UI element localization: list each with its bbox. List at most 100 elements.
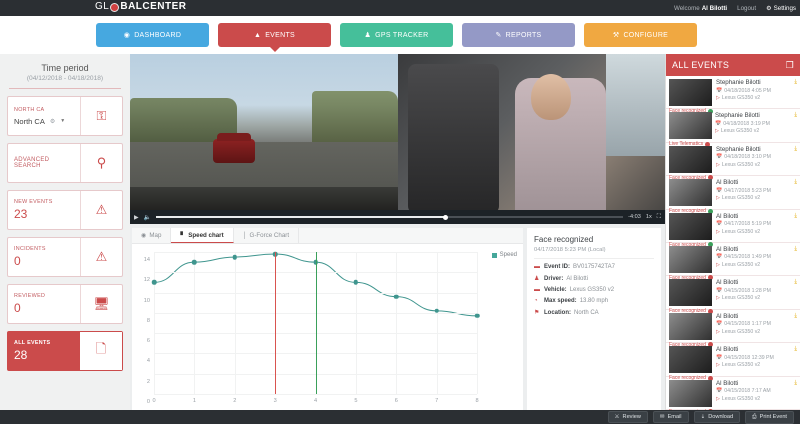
download-icon[interactable]: ⤓ bbox=[794, 346, 797, 353]
region-selector-card[interactable]: NORTH CA North CA ⚙ ▼ ⚿ bbox=[7, 96, 123, 136]
gear-icon[interactable]: ⚙ bbox=[49, 118, 56, 125]
main-nav: ◉ DASHBOARD ▲ EVENTS ♟ GPS TRACKER ✎ REP… bbox=[0, 16, 800, 54]
download-icon[interactable]: ⤓ bbox=[794, 179, 797, 186]
event-tag-label: Face recognized bbox=[669, 409, 706, 410]
advanced-search-card[interactable]: ADVANCED SEARCH ⚲ bbox=[7, 143, 123, 183]
chevron-down-icon[interactable]: ▼ bbox=[60, 118, 66, 124]
download-icon[interactable]: ⤓ bbox=[794, 79, 797, 85]
chart-data-point[interactable] bbox=[434, 308, 439, 314]
event-marker-red[interactable] bbox=[275, 252, 277, 394]
download-icon[interactable]: ⤓ bbox=[794, 312, 797, 319]
chart-data-point[interactable] bbox=[394, 294, 399, 299]
event-list-item[interactable]: Face recognized Al Bilotti📅04/15/2018 7:1… bbox=[666, 377, 800, 410]
review-button[interactable]: ⚔ Review bbox=[607, 411, 648, 423]
top-bar: GL BAL CENTER Welcome Al Bilotti Logout ⚙ … bbox=[0, 0, 800, 16]
download-button[interactable]: ⇣ Download bbox=[693, 411, 741, 423]
event-driver-name: Al Bilotti bbox=[715, 279, 739, 287]
event-thumbnail[interactable] bbox=[669, 212, 712, 240]
search-icon[interactable]: ⚲ bbox=[80, 144, 122, 182]
copy-icon[interactable]: ❐ bbox=[785, 59, 794, 70]
sidebar-divider bbox=[9, 88, 121, 89]
play-icon[interactable]: ▶ bbox=[134, 214, 139, 221]
stat-card-all-events[interactable]: ALL EVENTS 28 🗋 bbox=[7, 331, 123, 371]
chart-data-point[interactable] bbox=[232, 254, 237, 260]
event-list-item[interactable]: Face recognized Al Bilotti 📅 04/15/2018 1:2… bbox=[666, 276, 800, 314]
stat-card-reviewed[interactable]: REVIEWED 0 🖥 bbox=[7, 284, 123, 324]
tab-speed-chart[interactable]: ▘ Speed chart bbox=[171, 228, 234, 243]
video-progress-bar[interactable] bbox=[156, 214, 624, 220]
event-thumbnail[interactable] bbox=[669, 245, 712, 273]
all-events-list[interactable]: Face recognized Stephanie Bilotti 📅 04/18/2… bbox=[666, 76, 800, 410]
event-list-item[interactable]: Face recognized Al Bilotti 📅 04/17/2018 5:2… bbox=[666, 176, 800, 214]
event-list-item[interactable]: Face recognized Al Bilotti 📅 04/17/2018 5:1… bbox=[666, 210, 800, 248]
chart-data-point[interactable] bbox=[353, 280, 359, 285]
event-list-item[interactable]: Face recognized Stephanie Bilotti 📅 04/18/2… bbox=[666, 76, 800, 114]
video-playback-speed[interactable]: 1x bbox=[645, 214, 652, 220]
car-icon: ▷ bbox=[715, 395, 720, 402]
volume-icon[interactable]: 🔈 bbox=[143, 214, 152, 221]
event-list-item[interactable]: Face recognized Stephanie Bilotti 📅 04/18/2… bbox=[666, 143, 800, 181]
video-road-view[interactable] bbox=[130, 54, 398, 224]
event-marker-green[interactable] bbox=[315, 252, 317, 394]
stat-card-incidents[interactable]: INCIDENTS 0 ⚠ bbox=[7, 237, 123, 277]
calendar-icon: 📅 bbox=[715, 321, 723, 328]
logout-link[interactable]: Logout bbox=[737, 5, 756, 12]
reviewed-left: REVIEWED 0 bbox=[8, 285, 80, 323]
event-thumb-wrap: Face recognized bbox=[669, 346, 713, 381]
tab-gforce-chart[interactable]: │ G-Force Chart bbox=[234, 228, 300, 243]
download-icon[interactable]: ⤓ bbox=[794, 379, 797, 386]
event-detail-row: ▬ Event ID: BV0175742TA7 bbox=[534, 264, 654, 270]
car-icon: ▷ bbox=[715, 128, 719, 135]
event-thumbnail[interactable] bbox=[669, 279, 712, 307]
email-button[interactable]: ✉ Email bbox=[652, 411, 689, 423]
event-thumbnail[interactable] bbox=[669, 346, 712, 374]
brand-text-2: BAL bbox=[120, 1, 143, 12]
event-thumbnail[interactable] bbox=[669, 312, 712, 340]
region-select-row[interactable]: North CA ⚙ ▼ bbox=[14, 117, 74, 126]
time-period-range[interactable]: (04/12/2018 - 04/18/2018) bbox=[26, 75, 104, 82]
video-progress-handle[interactable] bbox=[443, 214, 449, 220]
settings-link[interactable]: ⚙ Settings bbox=[766, 5, 796, 12]
nav-tab-dashboard[interactable]: ◉ DASHBOARD bbox=[96, 23, 209, 47]
center-column: ▶ 🔈 -4:03 1x ⛶ ◉ bbox=[130, 54, 665, 410]
event-list-item[interactable]: Face recognized Al Bilotti 📅 04/15/2018 1:4… bbox=[666, 243, 800, 281]
incidents-label: INCIDENTS bbox=[14, 246, 46, 252]
print-event-button[interactable]: ⎙ Print Event bbox=[745, 410, 794, 424]
person-icon: ♟ bbox=[534, 276, 540, 282]
stat-card-new-events[interactable]: NEW EVENTS 23 ⚠ bbox=[7, 190, 123, 230]
event-list-item[interactable]: Face recognized Al Bilotti 📅 04/15/2018 1:1… bbox=[666, 310, 800, 348]
event-date: 04/15/2018 1:28 PM bbox=[724, 287, 771, 294]
download-icon[interactable]: ⤓ bbox=[794, 245, 797, 252]
event-thumbnail[interactable] bbox=[669, 145, 712, 173]
map-pin-icon[interactable]: ⚿ bbox=[80, 97, 122, 135]
nav-tab-events[interactable]: ▲ EVENTS bbox=[218, 23, 331, 52]
event-list-item[interactable]: Live Telematics Stephanie Bilotti 📅 04/18/2… bbox=[666, 109, 800, 147]
download-icon[interactable]: ⤓ bbox=[794, 112, 797, 119]
chart-data-point[interactable] bbox=[151, 280, 157, 285]
event-vehicle: Lexus GS350 v2 bbox=[721, 161, 761, 168]
event-date: 04/18/2018 3:19 PM bbox=[723, 120, 770, 127]
chart-gridline-v bbox=[436, 252, 438, 394]
event-date-line: 📅 04/17/2018 5:19 PM bbox=[716, 221, 789, 227]
nav-tab-gps-tracker[interactable]: ♟ GPS TRACKER bbox=[340, 23, 453, 47]
fullscreen-icon[interactable]: ⛶ bbox=[656, 213, 661, 220]
download-icon[interactable]: ⤓ bbox=[794, 279, 797, 286]
chart-x-tick: 4 bbox=[313, 398, 318, 404]
download-icon[interactable]: ⤓ bbox=[794, 212, 797, 219]
nav-tab-configure[interactable]: ⚒ CONFIGURE bbox=[584, 23, 697, 47]
tab-map[interactable]: ◉ Map bbox=[132, 228, 172, 243]
chart-data-point[interactable] bbox=[474, 313, 480, 319]
event-thumbnail[interactable] bbox=[669, 179, 712, 207]
event-driver-name: Al Bilotti bbox=[715, 179, 739, 187]
event-thumbnail[interactable] bbox=[669, 379, 712, 407]
event-thumbnail[interactable] bbox=[669, 112, 712, 140]
event-list-item[interactable]: Face recognized Al Bilotti 📅 04/15/2018 12:… bbox=[666, 343, 800, 381]
event-vehicle-line: ▷ Lexus GS350 v2 bbox=[716, 95, 789, 101]
chart-data-point[interactable] bbox=[192, 259, 197, 265]
video-cabin-view[interactable] bbox=[397, 54, 665, 224]
event-date-line: 📅 04/18/2018 4:05 PM bbox=[716, 88, 789, 94]
download-icon[interactable]: ⤓ bbox=[794, 145, 797, 152]
nav-tab-reports[interactable]: ✎ REPORTS bbox=[462, 23, 575, 47]
event-thumbnail[interactable] bbox=[669, 79, 712, 106]
folder-icon: ▬ bbox=[534, 264, 540, 270]
